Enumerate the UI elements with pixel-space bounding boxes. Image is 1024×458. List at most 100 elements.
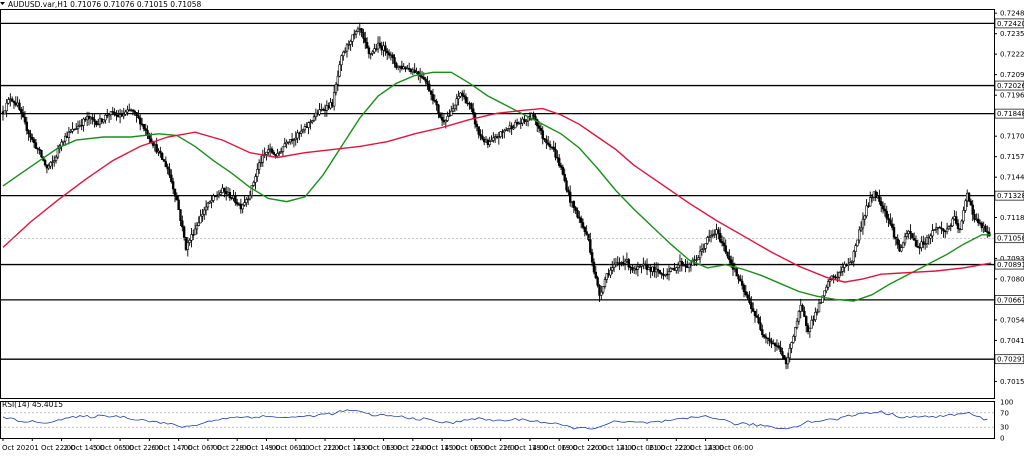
candle	[307, 121, 310, 135]
candle	[819, 301, 823, 304]
x-tick-label: 19 Oct 06:00	[532, 444, 578, 452]
candle	[881, 201, 885, 214]
candle	[246, 195, 250, 206]
candle	[311, 119, 314, 125]
candle	[204, 200, 208, 216]
candle	[124, 109, 127, 116]
candle	[900, 244, 903, 253]
candle	[424, 77, 427, 85]
candle	[812, 315, 815, 326]
candle	[462, 89, 466, 100]
candle	[869, 191, 872, 207]
candle	[706, 235, 709, 245]
candle	[278, 151, 281, 156]
candle	[923, 237, 927, 250]
candle	[29, 129, 32, 143]
candle	[54, 154, 58, 164]
x-tick-label: 7 Oct 22:00	[210, 444, 251, 452]
candle	[234, 192, 237, 206]
candle	[764, 333, 768, 344]
candle	[256, 163, 259, 182]
candle	[770, 337, 773, 348]
candle	[605, 273, 608, 284]
candle	[636, 261, 640, 277]
candle	[481, 129, 484, 141]
x-tick-label: 15 Oct 06:00	[444, 444, 490, 452]
candle	[976, 213, 980, 227]
candle	[645, 258, 649, 276]
candle	[931, 223, 934, 243]
candle	[259, 155, 263, 167]
candle	[920, 236, 923, 252]
x-tick-label: 2 Oct 14:00	[64, 444, 105, 452]
candle	[534, 113, 537, 126]
candle	[36, 147, 39, 154]
candle	[131, 109, 135, 116]
candle	[223, 187, 226, 198]
candle	[371, 50, 374, 56]
candle	[962, 206, 965, 224]
candle	[583, 226, 587, 237]
candle	[413, 63, 416, 74]
rsi-tick-label: 100	[1000, 399, 1013, 407]
candle	[512, 124, 515, 131]
candle	[245, 197, 248, 207]
candle	[93, 114, 96, 128]
candle	[283, 137, 286, 148]
rsi-tick-label: 0	[1000, 435, 1004, 443]
candle	[69, 128, 72, 134]
candle	[757, 313, 760, 325]
candle	[64, 132, 67, 146]
x-tick-label: 5 Oct 22:00	[122, 444, 163, 452]
candle	[892, 223, 896, 240]
candle	[113, 108, 116, 117]
candle	[281, 146, 285, 157]
candle	[905, 229, 909, 240]
candle	[450, 105, 453, 116]
candle	[640, 264, 643, 274]
candle	[139, 114, 142, 131]
candle	[107, 113, 111, 123]
level-price-tag	[994, 108, 1024, 119]
y-tick-label: 0.72225	[1000, 51, 1024, 59]
main-panel-frame	[0, 9, 995, 399]
symbol-dropdown-icon[interactable]	[0, 2, 5, 5]
main-price-panel	[0, 22, 994, 370]
candle	[173, 188, 177, 203]
candle	[728, 249, 731, 264]
candle	[797, 310, 801, 325]
candle	[894, 236, 898, 246]
candle	[301, 128, 305, 134]
candle	[850, 260, 854, 265]
candle	[34, 138, 38, 149]
candle	[208, 200, 211, 205]
candle	[837, 271, 841, 282]
candle	[318, 102, 321, 116]
candle	[934, 222, 938, 234]
x-tick-label: 12 Oct 14:00	[327, 444, 373, 452]
candle	[426, 76, 429, 90]
candle	[848, 257, 852, 265]
candle	[603, 276, 607, 289]
candle	[303, 123, 307, 134]
candle	[890, 217, 894, 231]
candle	[364, 31, 367, 50]
candle	[356, 26, 360, 33]
candle	[880, 197, 883, 213]
candle	[601, 286, 605, 295]
candle	[395, 61, 398, 70]
candle	[488, 136, 491, 148]
candle	[759, 316, 762, 332]
candle	[788, 343, 791, 363]
candle	[270, 146, 274, 154]
candle	[847, 258, 850, 271]
x-tick-label: 15 Oct 22:00	[473, 444, 519, 452]
candle	[762, 334, 766, 339]
candle	[312, 114, 316, 123]
candle	[887, 213, 890, 227]
candle	[878, 189, 881, 205]
